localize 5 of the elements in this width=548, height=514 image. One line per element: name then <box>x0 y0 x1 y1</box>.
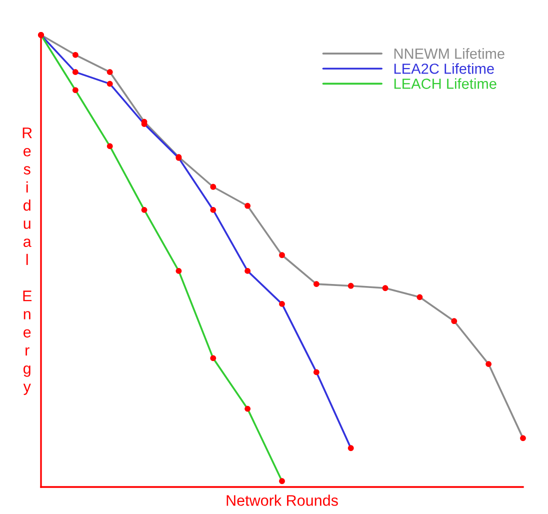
legend-label: NNEWM Lifetime <box>394 48 504 59</box>
legend-label: LEA2C Lifetime <box>394 63 494 74</box>
text: Residual Energy <box>22 128 32 395</box>
legend-label: LEACH Lifetime <box>394 78 496 89</box>
x-axis-title: Network Rounds <box>226 494 338 506</box>
